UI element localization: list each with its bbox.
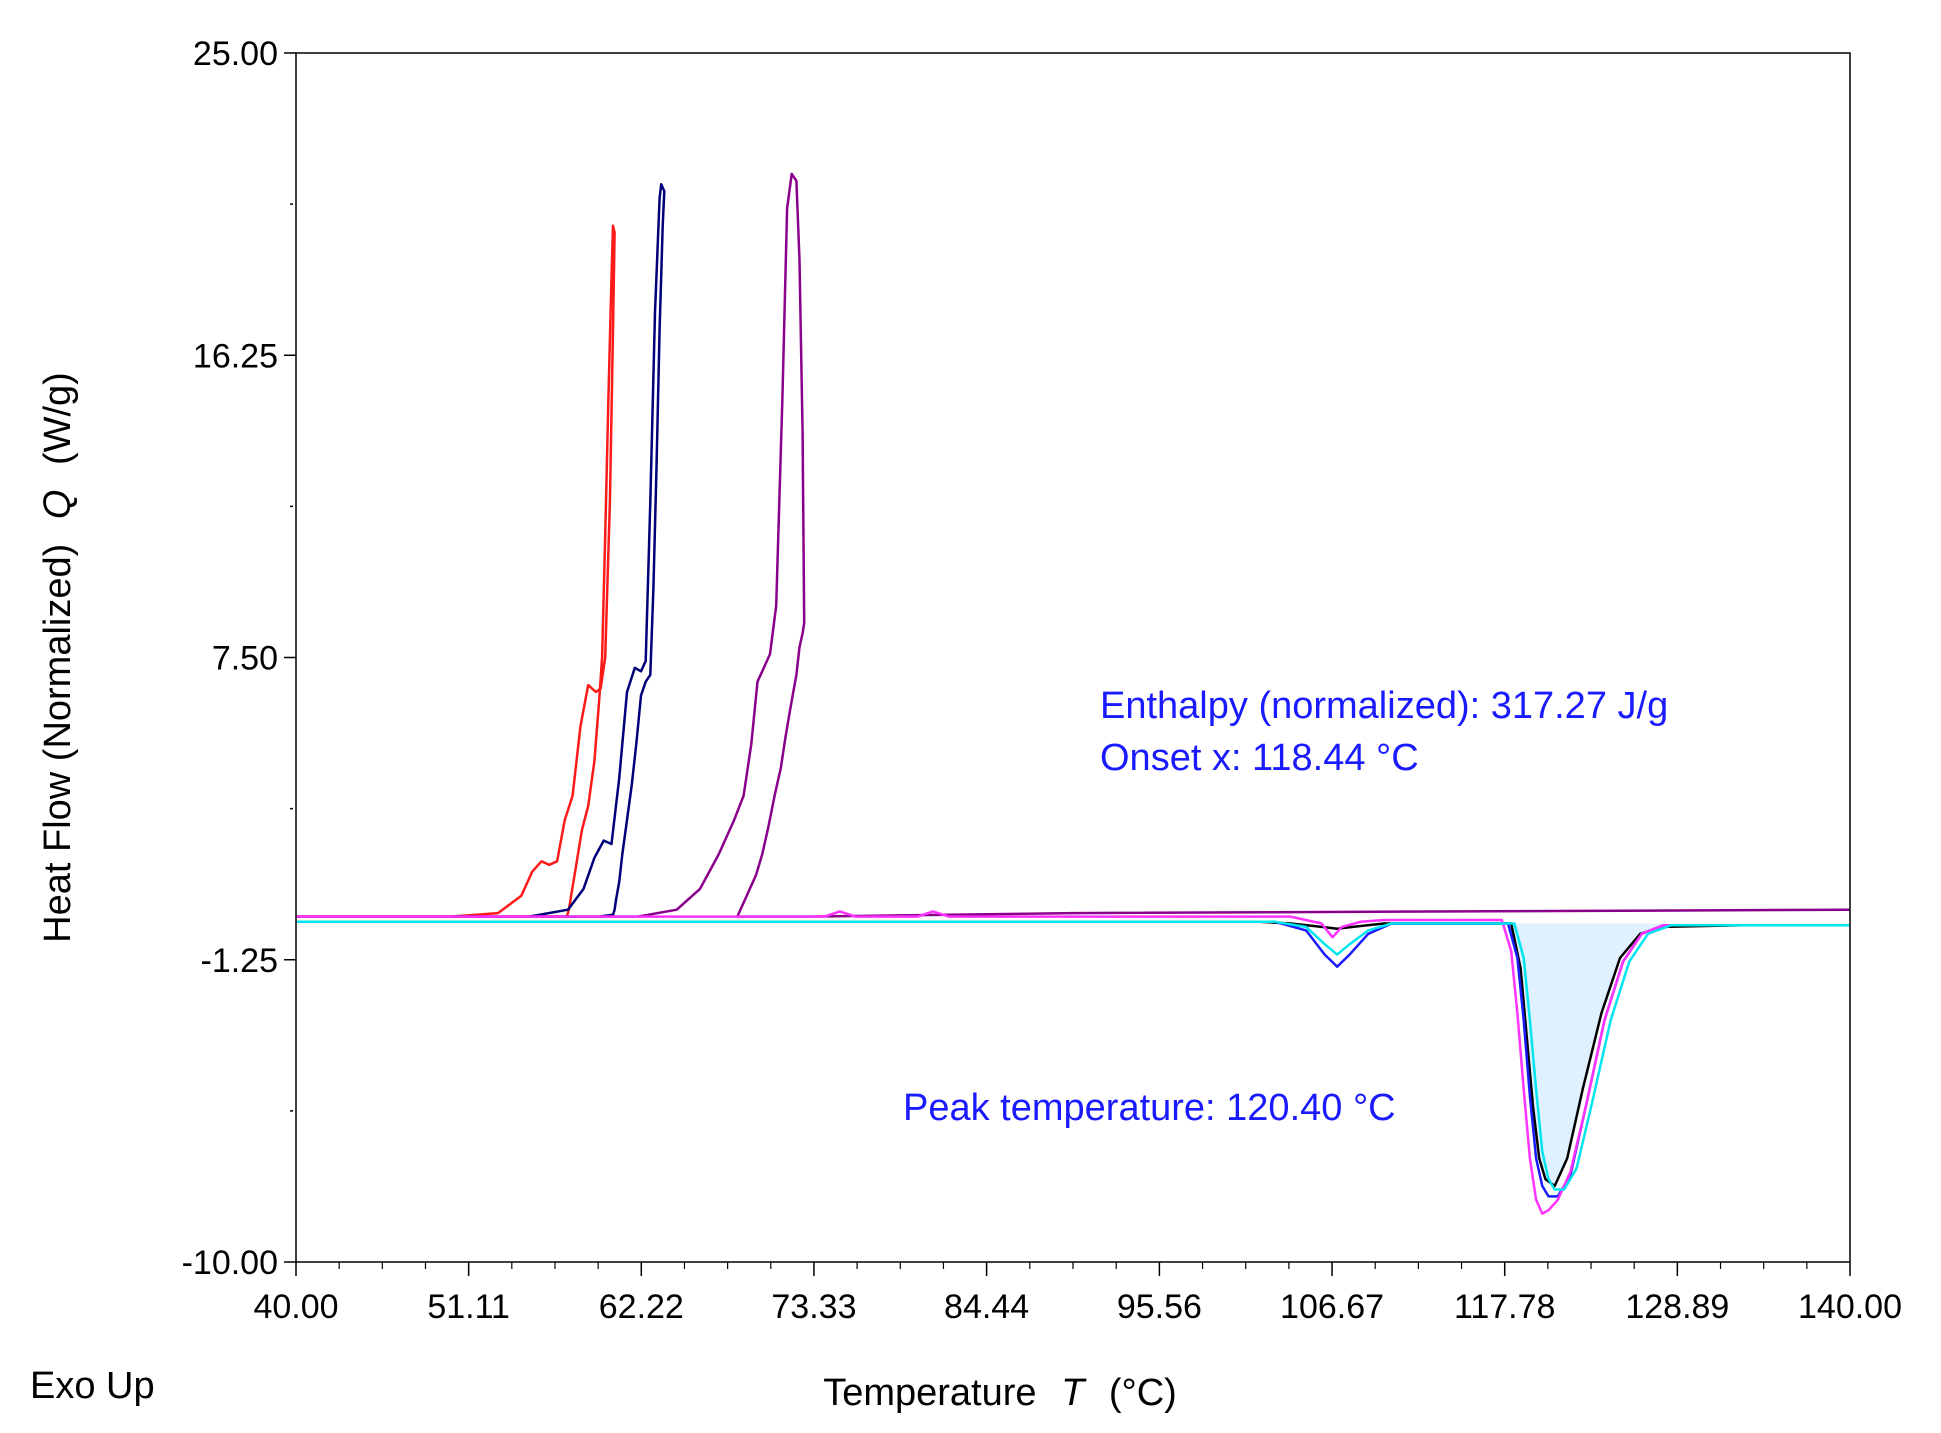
y-axis-label: Heat Flow (Normalized) Q (W/g)	[37, 372, 79, 943]
y-axis-label-unit: (W/g)	[37, 372, 79, 465]
series-line-purple	[296, 172, 1851, 918]
x-tick-label: 51.11	[427, 1288, 510, 1326]
x-tick-label: 95.56	[1117, 1288, 1202, 1326]
series-line-red	[296, 224, 616, 918]
x-tick-label: 117.78	[1454, 1288, 1555, 1326]
series-line-cyan	[296, 920, 1850, 1191]
y-axis-label-symbol: Q	[37, 490, 79, 520]
exo-up-label: Exo Up	[30, 1365, 155, 1407]
x-axis-label: Temperature T (°C)	[823, 1372, 1177, 1414]
y-axis-label-text: Heat Flow (Normalized)	[37, 544, 79, 943]
axis-layer	[295, 52, 1851, 1263]
series-line-black	[296, 920, 1850, 1188]
x-axis-label-text: Temperature	[823, 1372, 1036, 1414]
x-axis-label-unit: (°C)	[1109, 1372, 1177, 1414]
series-line-magenta	[296, 910, 1850, 1215]
annotation-peak-temperature: Peak temperature: 120.40 °C	[903, 1087, 1396, 1129]
x-tick-label: 40.00	[253, 1288, 338, 1326]
series-line-navy	[296, 183, 666, 918]
shaded-peak-area	[1511, 923, 1664, 1187]
y-tick-label: 16.25	[193, 337, 278, 375]
x-tick-label: 73.33	[771, 1288, 856, 1326]
y-tick-layer: 25.00 16.25 7.50 -1.25 -10.00	[182, 35, 296, 1282]
y-tick-label: 25.00	[193, 35, 278, 73]
annotation-onset: Onset x: 118.44 °C	[1100, 737, 1419, 779]
annotation-enthalpy: Enthalpy (normalized): 317.27 J/g	[1100, 685, 1668, 727]
x-tick-label: 106.67	[1280, 1288, 1384, 1326]
shaded-peak-layer	[1511, 923, 1664, 1187]
x-tick-layer: 40.00 51.11 62.22 73.33 84.44 95.56 106.67 117.…	[253, 1262, 1902, 1326]
plot-frame	[295, 52, 1851, 1263]
x-tick-label: 62.22	[599, 1288, 684, 1326]
series-layer	[296, 172, 1851, 1215]
x-tick-label: 140.00	[1798, 1288, 1902, 1326]
y-tick-label: 7.50	[212, 640, 278, 678]
x-tick-label: 128.89	[1625, 1288, 1729, 1326]
y-tick-label: -10.00	[182, 1244, 278, 1282]
x-tick-label: 84.44	[944, 1288, 1029, 1326]
y-tick-label: -1.25	[201, 942, 279, 980]
x-axis-label-symbol: T	[1061, 1372, 1087, 1414]
